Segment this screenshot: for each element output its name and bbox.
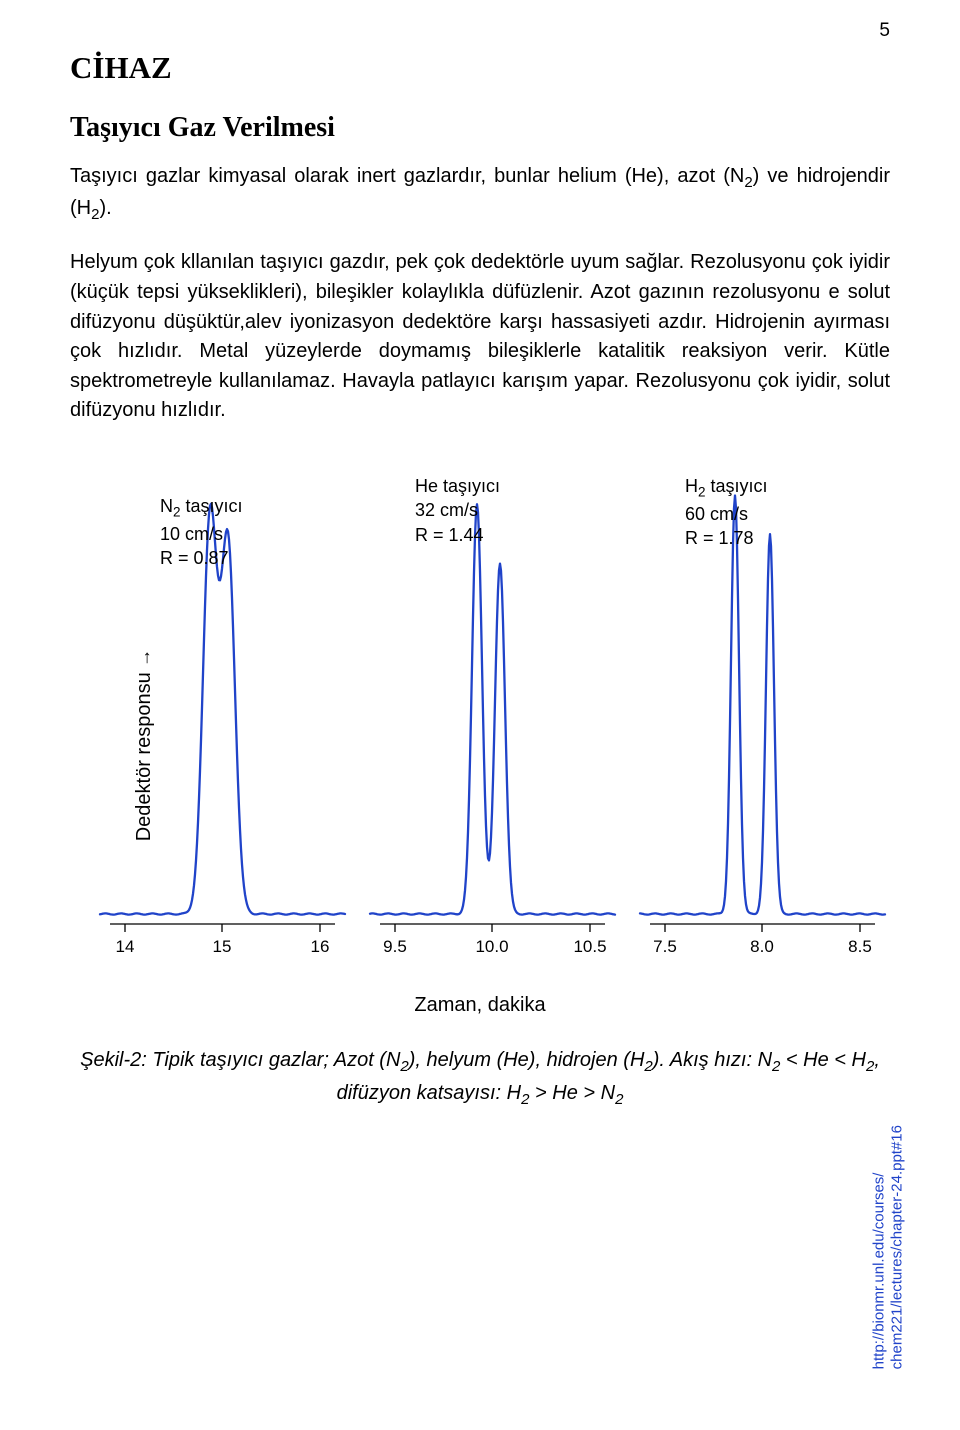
svg-text:8.0: 8.0 — [750, 937, 774, 956]
svg-text:9.5: 9.5 — [383, 937, 407, 956]
svg-text:10.5: 10.5 — [573, 937, 606, 956]
panel-label-0: N2 taşıyıcı10 cm/sR = 0.87 — [160, 494, 243, 570]
panel-label-1: He taşıyıcı32 cm/sR = 1.44 — [415, 474, 500, 547]
chromatogram-chart: 14 15 16 9.5 10.0 10.5 7.5 8.0 8.5 Dedektör resp… — [70, 454, 890, 984]
svg-text:8.5: 8.5 — [848, 937, 872, 956]
heading-cihaz: CİHAZ — [70, 50, 890, 86]
svg-text:10.0: 10.0 — [475, 937, 508, 956]
x-axis-label: Zaman, dakika — [70, 994, 890, 1017]
source-url: http://bionmr.unl.edu/courses/chem221/le… — [870, 1125, 906, 1369]
svg-text:14: 14 — [116, 937, 135, 956]
paragraph-2: Helyum çok kllanılan taşıyıcı gazdır, pe… — [70, 248, 890, 426]
y-axis-label: Dedektör responsu → — [133, 649, 156, 842]
svg-text:7.5: 7.5 — [653, 937, 677, 956]
figure-caption: Şekil-2: Tipik taşıyıcı gazlar; Azot (N2… — [70, 1045, 890, 1112]
svg-text:16: 16 — [311, 937, 330, 956]
paragraph-1: Taşıyıcı gazlar kimyasal olarak inert ga… — [70, 162, 890, 226]
heading-tasiyici: Taşıyıcı Gaz Verilmesi — [70, 112, 890, 144]
panel-label-2: H2 taşıyıcı60 cm/sR = 1.78 — [685, 474, 768, 550]
svg-text:15: 15 — [213, 937, 232, 956]
page-number: 5 — [879, 20, 890, 42]
